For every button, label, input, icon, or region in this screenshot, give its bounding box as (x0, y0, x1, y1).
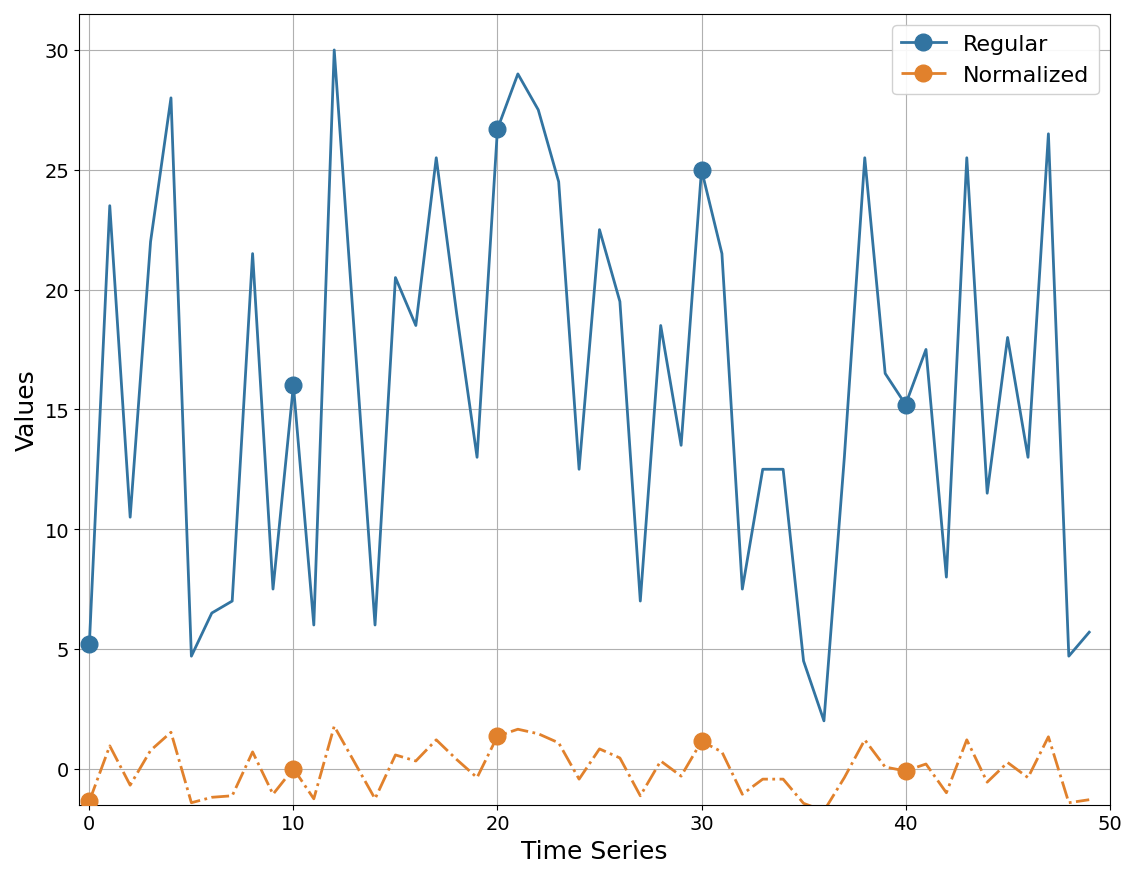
X-axis label: Time Series: Time Series (521, 839, 667, 863)
Legend: Regular, Normalized: Regular, Normalized (893, 26, 1098, 95)
Y-axis label: Values: Values (15, 369, 39, 450)
